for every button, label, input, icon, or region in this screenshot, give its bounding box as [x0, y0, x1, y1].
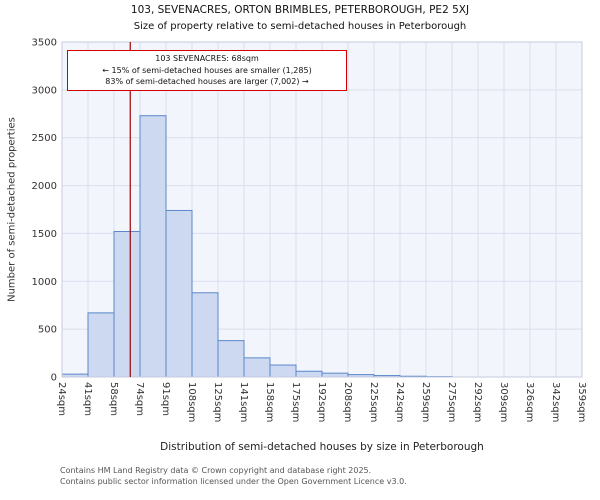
x-tick-label: 292sqm — [472, 382, 483, 422]
x-tick-label: 24sqm — [56, 382, 67, 416]
chart-title: 103, SEVENACRES, ORTON BRIMBLES, PETERBO… — [130, 4, 470, 16]
histogram-bar — [113, 231, 141, 378]
x-tick-label: 342sqm — [550, 382, 561, 422]
chart-subtitle: Size of property relative to semi-detach… — [133, 21, 467, 32]
x-tick-label: 326sqm — [524, 382, 535, 422]
annotation-smaller: ← 15% of semi-detached houses are smalle… — [102, 65, 312, 75]
x-tick-label: 74sqm — [134, 382, 145, 416]
x-tick-label: 141sqm — [238, 382, 249, 422]
y-tick-label: 2000 — [32, 181, 57, 192]
y-tick-label: 1500 — [32, 229, 57, 240]
plot-border — [61, 41, 583, 378]
x-tick-label: 259sqm — [420, 382, 431, 422]
x-tick-label: 108sqm — [186, 382, 197, 422]
x-tick-label: 208sqm — [342, 382, 353, 422]
x-tick-label: 242sqm — [394, 382, 405, 422]
x-tick-label: 91sqm — [160, 382, 171, 416]
histogram-bar — [269, 364, 297, 378]
y-tick-label: 2500 — [32, 133, 57, 144]
x-tick-label: 58sqm — [108, 382, 119, 416]
x-tick-label: 359sqm — [576, 382, 587, 422]
y-tick-label: 1000 — [32, 277, 57, 288]
x-tick-label: 125sqm — [212, 382, 223, 422]
annotation-title: 103 SEVENACRES: 68sqm — [155, 54, 259, 63]
histogram-bar — [191, 292, 219, 378]
footer-line-1: Contains HM Land Registry data © Crown c… — [60, 466, 372, 475]
histogram-bar — [139, 115, 167, 378]
histogram-bar — [295, 370, 323, 378]
histogram-bar — [165, 209, 193, 378]
histogram-bar — [243, 357, 271, 378]
x-axis-label: Distribution of semi-detached houses by … — [160, 441, 484, 453]
histogram-bar — [321, 372, 349, 378]
x-tick-label: 309sqm — [498, 382, 509, 422]
x-tick-label: 192sqm — [316, 382, 327, 422]
histogram-bar — [87, 312, 115, 378]
x-tick-label: 275sqm — [446, 382, 457, 422]
x-tick-label: 41sqm — [82, 382, 93, 416]
x-tick-label: 225sqm — [368, 382, 379, 422]
x-tick-label: 175sqm — [290, 382, 301, 422]
y-tick-label: 500 — [38, 325, 57, 336]
footer-line-2: Contains public sector information licen… — [60, 477, 407, 486]
y-axis-label: Number of semi-detached properties — [6, 117, 18, 302]
y-tick-label: 0 — [51, 373, 57, 384]
y-tick-label: 3500 — [32, 38, 57, 49]
annotation-larger: 83% of semi-detached houses are larger (… — [105, 77, 309, 86]
histogram-bar — [217, 340, 245, 378]
x-tick-label: 158sqm — [264, 382, 275, 422]
y-tick-label: 3000 — [32, 85, 57, 96]
marker-annotation: 103 SEVENACRES: 68sqm ← 15% of semi-deta… — [67, 50, 347, 91]
